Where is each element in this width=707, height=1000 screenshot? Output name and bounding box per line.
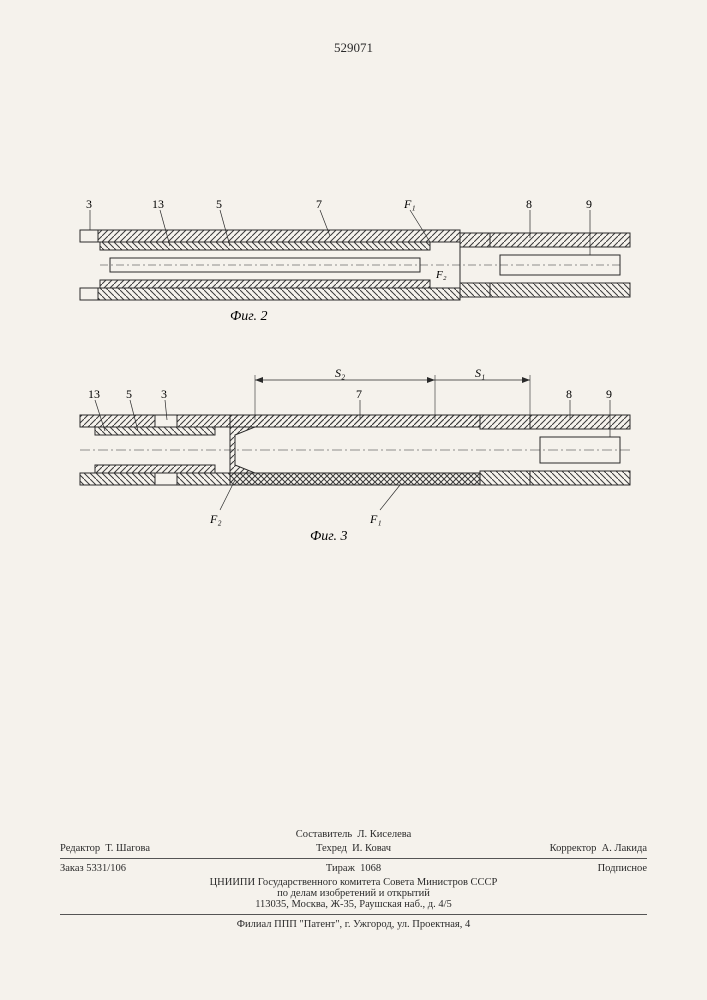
callout-9: 9 [586,200,592,211]
f3-callout-13: 13 [88,387,100,401]
f3-callout-9: 9 [606,387,612,401]
compiler-label: Составитель [296,829,352,840]
f3-callout-3: 3 [161,387,167,401]
f3-callout-5: 5 [126,387,132,401]
org-address: 113035, Москва, Ж-35, Раушская наб., д. … [60,899,647,910]
fig3-caption: Фиг. 3 [310,529,348,544]
org-line-1: ЦНИИПИ Государственного комитета Совета … [60,877,647,888]
callout-3: 3 [86,200,92,211]
callout-8: 8 [526,200,532,211]
org-line-2: по делам изобретений и открытий [60,888,647,899]
callout-7: 7 [316,200,322,211]
dim-s2: S₂ [335,366,345,380]
f3-callout-8: 8 [566,387,572,401]
branch-line: Филиал ППП "Патент", г. Ужгород, ул. Про… [60,919,647,930]
subscription: Подписное [451,863,647,874]
fig2-caption: Фиг. 2 [230,309,268,324]
corrector-name: А. Лакида [602,843,647,854]
callout-13: 13 [152,200,164,211]
page-number: 529071 [334,40,373,56]
figure-2: 3 13 5 7 F₁ 8 9 F₂ Фиг. 2 [60,200,640,350]
figures-container: 3 13 5 7 F₁ 8 9 F₂ Фиг. 2 S₂ S₁ 13 5 3 7… [60,200,640,560]
f3-f2: F₂ [209,512,222,526]
callout-5: 5 [216,200,222,211]
figure-3: S₂ S₁ 13 5 3 7 8 9 F₂ F₁ Фиг. 3 [60,365,640,555]
editor-name: Т. Шагова [105,843,150,854]
tech-name: И. Ковач [352,843,391,854]
order-number: Заказ 5331/106 [60,863,256,874]
f3-f1: F₁ [369,512,382,526]
tiraj-label: Тираж [326,863,355,874]
callout-f2-inner: F₂ [435,269,447,281]
dim-s1: S₁ [475,366,485,380]
editor-label: Редактор [60,843,100,854]
footer-block: Составитель Л. Киселева Редактор Т. Шаго… [60,826,647,930]
callout-f1: F₁ [403,200,416,211]
compiler-name: Л. Киселева [357,829,411,840]
tiraj-value: 1068 [360,863,381,874]
f3-callout-7: 7 [356,387,362,401]
corrector-label: Корректор [550,843,597,854]
tech-label: Техред [316,843,347,854]
